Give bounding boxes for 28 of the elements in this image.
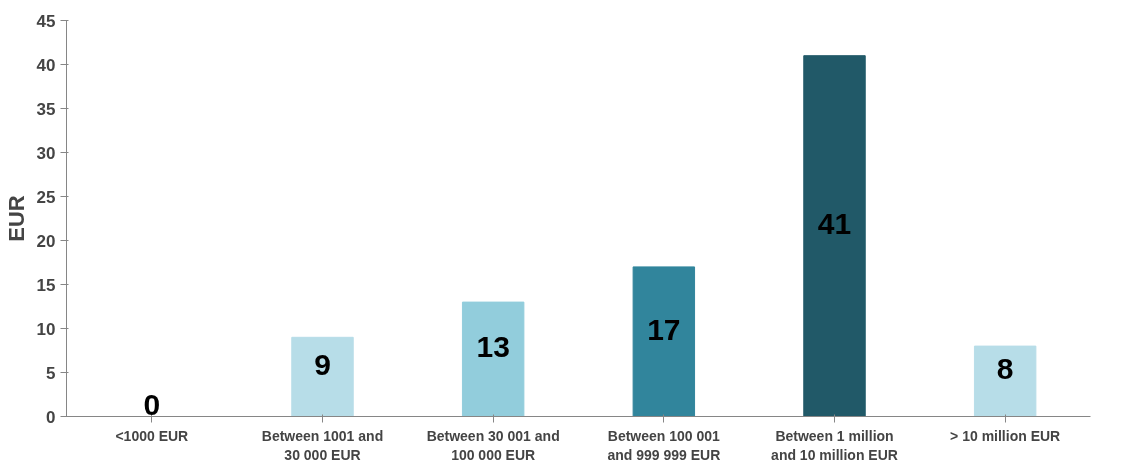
- data-label: 41: [817, 207, 852, 241]
- x-tick-label: Between 1 million and 10 million EUR: [771, 427, 898, 463]
- x-tick-label: Between 1001 and 30 000 EUR: [261, 427, 384, 463]
- y-tick-label: 35: [36, 99, 56, 119]
- bar: [291, 336, 354, 417]
- y-tick-label: 5: [46, 363, 56, 383]
- data-label: 8: [996, 352, 1014, 386]
- data-label: 0: [143, 387, 161, 421]
- y-tick-label: 30: [36, 143, 56, 163]
- bar: [803, 55, 866, 417]
- data-label: 17: [647, 312, 681, 346]
- y-tick-label: 20: [36, 231, 56, 251]
- x-tick-label: <1000 EUR: [115, 427, 189, 444]
- bar: [973, 345, 1037, 417]
- x-tick-label: Between 30 001 and 100 000 EUR: [426, 427, 560, 463]
- bar: [461, 301, 525, 417]
- x-tick-label: > 10 million EUR: [950, 427, 1061, 444]
- y-tick-label: 25: [36, 187, 56, 207]
- data-label: 9: [314, 347, 331, 381]
- y-tick-label: 0: [46, 407, 56, 427]
- x-tick-label: Between 100 001 and 999 999 EUR: [607, 427, 721, 463]
- y-tick-label: 10: [36, 319, 56, 339]
- y-tick-label: 45: [36, 11, 56, 31]
- y-tick-label: 15: [36, 275, 56, 295]
- data-label: 13: [476, 330, 510, 364]
- y-axis-title: EUR: [3, 195, 29, 242]
- bar: [632, 266, 696, 417]
- y-tick-label: 40: [36, 55, 56, 75]
